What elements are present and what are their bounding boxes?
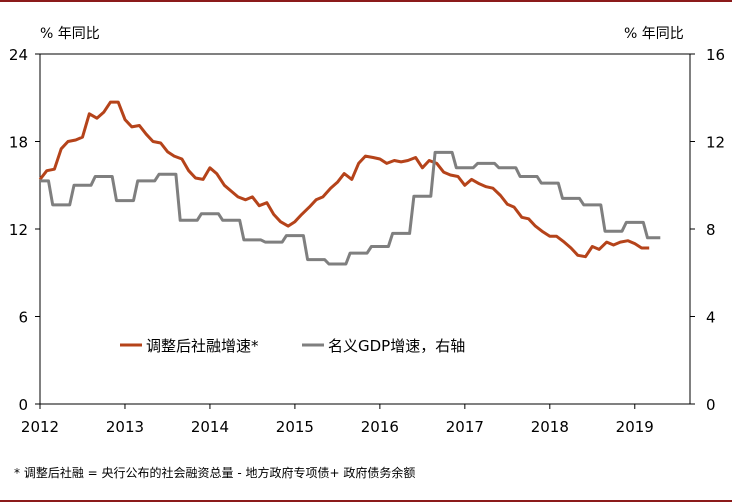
series-layer xyxy=(38,100,661,266)
left-tick-label: 18 xyxy=(9,134,28,152)
x-tick-label: 2017 xyxy=(446,418,484,436)
left-tick-label: 12 xyxy=(9,221,28,239)
axis-layer: 0 6 12 18 24 0 4 8 12 16 2012 2013 2014 2015 2016 2017 2… xyxy=(9,46,725,436)
legend: 调整后社融增速* 名义GDP增速，右轴 xyxy=(120,337,465,355)
left-tick-label: 24 xyxy=(9,46,28,64)
top-rule xyxy=(0,0,732,2)
series-line-adjusted-tsf xyxy=(38,100,650,259)
x-tick-label: 2015 xyxy=(276,418,314,436)
x-tick-label: 2012 xyxy=(21,418,59,436)
right-tick-label: 8 xyxy=(706,221,716,239)
right-axis-label: % 年同比 xyxy=(624,26,684,42)
right-tick-label: 0 xyxy=(706,396,716,414)
right-tick-label: 12 xyxy=(706,134,725,152)
right-tick-label: 16 xyxy=(706,46,725,64)
left-tick-label: 6 xyxy=(18,309,28,327)
bottom-rule xyxy=(0,500,732,502)
x-tick-label: 2014 xyxy=(191,418,229,436)
right-tick-label: 4 xyxy=(706,309,716,327)
series-line-nominal-gdp xyxy=(40,150,661,266)
x-tick-label: 2019 xyxy=(616,418,654,436)
footnote: * 调整后社融 = 央行公布的社会融资总量 - 地方政府专项债+ 政府债务余额 xyxy=(14,466,416,480)
left-axis-label: % 年同比 xyxy=(40,26,100,42)
x-tick-label: 2016 xyxy=(361,418,399,436)
x-tick-label: 2018 xyxy=(531,418,569,436)
legend-label-adjusted-tsf: 调整后社融增速* xyxy=(146,337,259,355)
left-tick-label: 0 xyxy=(18,396,28,414)
legend-label-nominal-gdp: 名义GDP增速，右轴 xyxy=(328,337,465,355)
x-tick-label: 2013 xyxy=(106,418,144,436)
